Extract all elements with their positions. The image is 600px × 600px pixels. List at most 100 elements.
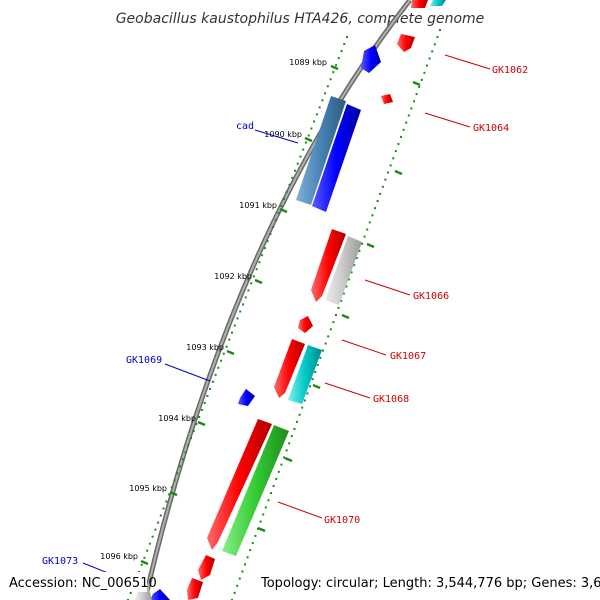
gene-GK1066[interactable] — [325, 236, 362, 305]
minor-tick — [346, 36, 348, 38]
gene-blue-large[interactable] — [312, 104, 361, 212]
gene-GK1062[interactable] — [397, 34, 415, 52]
kbp-tick-1094 — [197, 420, 206, 427]
minor-tick — [410, 107, 413, 110]
label-GK1069[interactable]: GK1069 — [126, 355, 162, 366]
minor-tick — [269, 233, 272, 235]
minor-tick — [296, 420, 298, 423]
minor-tick — [288, 442, 291, 445]
minor-tick — [244, 296, 247, 299]
minor-tick — [392, 157, 395, 160]
minor-tick — [387, 171, 389, 174]
minor-tick — [277, 470, 280, 473]
minor-tick — [294, 169, 296, 172]
gene-GK1067[interactable] — [298, 316, 313, 333]
minor-tick — [254, 534, 257, 537]
minor-tick — [184, 451, 187, 454]
minor-tick — [329, 78, 332, 81]
minor-tick — [342, 292, 345, 295]
accession-backdrop — [5, 572, 147, 592]
leader-GK1066 — [364, 279, 411, 296]
gene-GK1068[interactable] — [288, 345, 322, 404]
kbp-label-1096: 1096 kbp — [100, 552, 138, 561]
minor-tick — [198, 416, 201, 418]
minor-tick — [222, 352, 225, 355]
minor-tick — [231, 331, 233, 334]
label-GK1066[interactable]: GK1066 — [413, 291, 449, 302]
gene-blue-small-1[interactable] — [361, 45, 381, 73]
gene-GK1070[interactable] — [222, 425, 289, 556]
gene-GK1064[interactable] — [381, 94, 393, 104]
minor-tick — [350, 271, 353, 274]
minor-tick — [439, 29, 441, 31]
label-cad[interactable]: cad — [236, 121, 254, 132]
minor-tick — [211, 380, 214, 383]
minor-tick — [264, 506, 267, 509]
label-GK1067[interactable]: GK1067 — [390, 351, 426, 362]
minor-tick — [173, 479, 176, 482]
inner-major-ticks — [257, 80, 421, 533]
minor-tick — [288, 183, 291, 186]
gene-cyan-top[interactable] — [430, 0, 446, 6]
minor-tick — [192, 430, 195, 433]
minor-tick — [402, 128, 405, 131]
minor-tick — [165, 500, 168, 503]
minor-tick — [277, 211, 280, 214]
kbp-tick-1095 — [169, 490, 178, 497]
leader-GK1070 — [277, 501, 323, 519]
minor-tick — [220, 359, 223, 362]
minor-tick — [433, 43, 436, 46]
minor-tick — [298, 413, 301, 416]
minor-tick — [244, 563, 246, 566]
kbp-label-1093: 1093 kbp — [186, 343, 224, 352]
minor-tick — [154, 528, 157, 531]
minor-tick — [274, 219, 277, 221]
minor-tick — [272, 226, 275, 228]
minor-tick — [299, 155, 302, 158]
label-GK1062[interactable]: GK1062 — [492, 65, 528, 76]
label-GK1064[interactable]: GK1064 — [473, 123, 509, 134]
minor-tick — [366, 228, 369, 231]
gene-red-2[interactable] — [274, 339, 305, 398]
minor-tick — [343, 43, 346, 45]
genome-backbone-highlight — [144, 0, 411, 600]
minor-tick — [280, 204, 283, 207]
gene-GK1069[interactable] — [238, 389, 255, 406]
minor-tick — [315, 113, 318, 116]
minor-tick — [309, 385, 311, 388]
minor-tick — [203, 401, 206, 404]
minor-tick — [151, 535, 154, 538]
gene-red-3[interactable] — [198, 555, 215, 580]
gene-red-4[interactable] — [187, 578, 203, 600]
minor-tick — [239, 310, 242, 313]
minor-tick — [258, 261, 261, 264]
minor-tick — [426, 64, 428, 67]
minor-tick — [146, 549, 149, 552]
minor-tick — [316, 363, 319, 366]
minor-tick — [379, 192, 382, 195]
gene-cad[interactable] — [296, 96, 346, 205]
label-GK1070[interactable]: GK1070 — [324, 515, 360, 526]
gene-GK1073[interactable] — [150, 589, 170, 600]
minor-tick — [236, 317, 239, 320]
minor-tick — [200, 409, 203, 411]
accession-text: Accession: NC_006510 — [9, 576, 157, 591]
gene-red-top[interactable] — [411, 0, 428, 8]
gene-red-1[interactable] — [311, 229, 346, 302]
leader-cad — [254, 129, 299, 144]
minor-tick — [246, 556, 249, 559]
minor-tick — [181, 458, 184, 461]
leader-GK1069 — [164, 363, 211, 382]
label-GK1073[interactable]: GK1073 — [42, 556, 78, 567]
minor-tick — [326, 85, 329, 88]
minor-tick — [314, 371, 317, 373]
minor-tick — [285, 190, 288, 193]
minor-tick — [262, 513, 265, 516]
minor-tick — [332, 321, 335, 324]
gene-red-long[interactable] — [207, 419, 272, 550]
minor-tick — [283, 197, 285, 200]
minor-tick — [353, 264, 356, 267]
minor-tick — [259, 520, 262, 523]
label-GK1068[interactable]: GK1068 — [373, 394, 409, 405]
